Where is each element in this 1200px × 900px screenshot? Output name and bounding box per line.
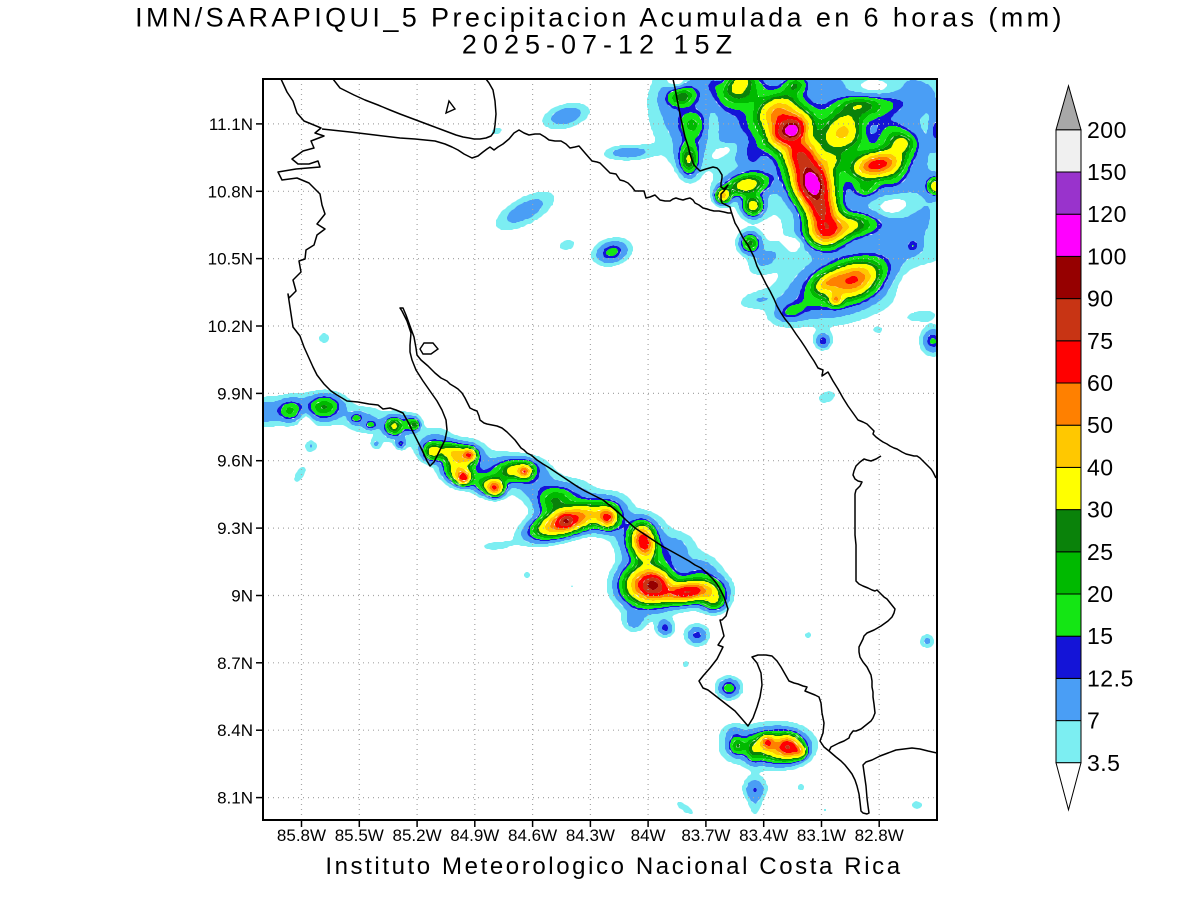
- svg-text:84W: 84W: [631, 826, 666, 845]
- svg-text:15: 15: [1087, 623, 1114, 649]
- svg-text:20: 20: [1087, 581, 1114, 607]
- svg-text:7: 7: [1087, 708, 1100, 734]
- svg-text:50: 50: [1087, 412, 1114, 438]
- svg-text:85.8W: 85.8W: [277, 826, 326, 845]
- svg-text:8.7N: 8.7N: [217, 654, 253, 673]
- svg-text:8.4N: 8.4N: [217, 721, 253, 740]
- svg-text:30: 30: [1087, 497, 1114, 523]
- svg-text:200: 200: [1087, 117, 1127, 143]
- svg-text:11.1N: 11.1N: [209, 115, 253, 134]
- svg-text:9.9N: 9.9N: [217, 384, 253, 403]
- svg-text:10.8N: 10.8N: [208, 182, 253, 201]
- svg-text:10.2N: 10.2N: [208, 317, 253, 336]
- svg-text:60: 60: [1087, 370, 1114, 396]
- svg-text:82.8W: 82.8W: [855, 826, 904, 845]
- svg-text:9.6N: 9.6N: [217, 452, 253, 471]
- svg-text:83.7W: 83.7W: [681, 826, 730, 845]
- svg-text:83.1W: 83.1W: [797, 826, 846, 845]
- svg-text:3.5: 3.5: [1087, 750, 1120, 776]
- svg-text:83.4W: 83.4W: [739, 826, 788, 845]
- svg-text:85.5W: 85.5W: [335, 826, 384, 845]
- svg-text:84.3W: 84.3W: [566, 826, 615, 845]
- svg-text:90: 90: [1087, 286, 1114, 312]
- svg-text:150: 150: [1087, 159, 1127, 185]
- svg-text:8.1N: 8.1N: [217, 789, 253, 808]
- svg-text:25: 25: [1087, 539, 1114, 565]
- svg-text:Instituto Meteorologico Nacion: Instituto Meteorologico Nacional Costa R…: [325, 853, 902, 880]
- svg-text:IMN/SARAPIQUI_5 Precipitacion: IMN/SARAPIQUI_5 Precipitacion Acumulada …: [135, 3, 1065, 33]
- svg-text:120: 120: [1087, 201, 1127, 227]
- svg-text:9N: 9N: [231, 587, 253, 606]
- svg-text:2025-07-12 15Z: 2025-07-12 15Z: [462, 30, 738, 60]
- svg-text:10.5N: 10.5N: [208, 250, 253, 269]
- svg-text:40: 40: [1087, 454, 1114, 480]
- svg-text:9.3N: 9.3N: [217, 519, 253, 538]
- svg-text:12.5: 12.5: [1087, 665, 1134, 691]
- svg-text:100: 100: [1087, 243, 1127, 269]
- svg-text:84.9W: 84.9W: [450, 826, 499, 845]
- svg-text:75: 75: [1087, 328, 1114, 354]
- svg-text:85.2W: 85.2W: [393, 826, 442, 845]
- svg-text:84.6W: 84.6W: [508, 826, 557, 845]
